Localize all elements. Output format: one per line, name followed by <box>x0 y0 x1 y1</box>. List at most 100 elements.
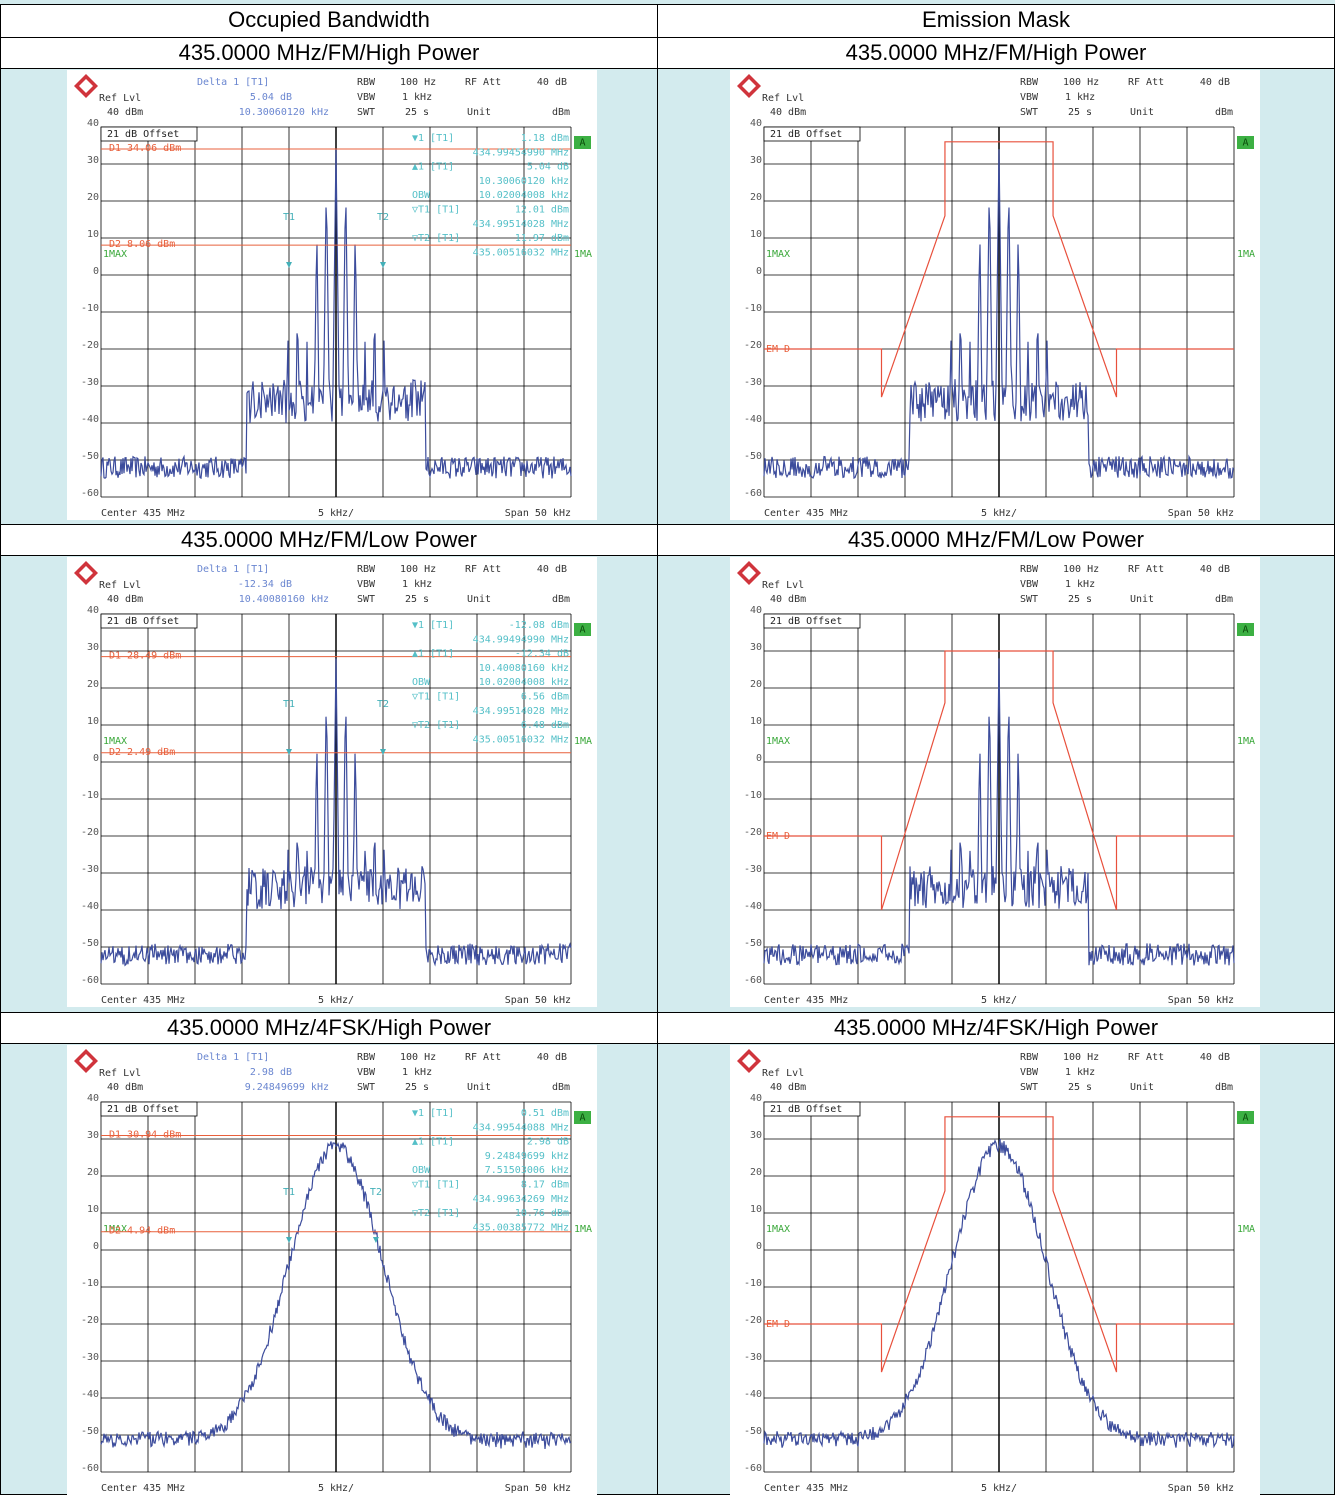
y-tick-label: -20 <box>744 1315 762 1326</box>
header-text: RBW <box>357 564 376 575</box>
y-tick-label: -10 <box>744 790 762 801</box>
header-text: SWT <box>1020 107 1038 118</box>
readout-value: 12.01 dBm <box>515 205 569 216</box>
header-text: 5.04 dB <box>250 92 292 103</box>
header-text: RBW <box>1020 77 1039 88</box>
header-text: Unit <box>1130 107 1154 118</box>
readout-label: OBW <box>412 190 431 201</box>
logo-mark <box>79 79 93 93</box>
header-text: 1 kHz <box>402 579 432 590</box>
y-tick-label: 10 <box>87 229 99 240</box>
y-tick-label: -50 <box>744 1426 762 1437</box>
caption: 435.0000 MHz/4FSK/High Power <box>657 1012 1335 1044</box>
offset-label: 21 dB Offset <box>770 129 842 140</box>
spectrum-plot: Ref Lvl 40 dBm Delta 1 [T1] 2.98 dB 9.248496… <box>67 1045 597 1495</box>
readout-value: 10.30060120 kHz <box>479 176 569 187</box>
y-tick-label: 10 <box>87 1204 99 1215</box>
header-text: RBW <box>1020 1052 1039 1063</box>
trace <box>763 149 1235 480</box>
logo-mark <box>79 566 93 580</box>
y-tick-label: -20 <box>81 340 99 351</box>
y-tick-label: -40 <box>81 414 99 425</box>
header-text: dBm <box>552 594 570 605</box>
y-tick-label: -10 <box>81 790 99 801</box>
readout-value: 10.02004008 kHz <box>479 677 569 688</box>
header-text: 40 dBm <box>770 1082 806 1093</box>
y-tick-label: -20 <box>81 827 99 838</box>
mask-line <box>764 1116 1234 1373</box>
badge: A <box>1242 138 1248 149</box>
header-text: 40 dB <box>537 77 567 88</box>
readout-label: ▽T1 [T1] <box>412 1180 460 1191</box>
header-text: Delta 1 [T1] <box>197 564 269 575</box>
offset-box <box>763 1101 861 1117</box>
y-tick-label: 30 <box>87 155 99 166</box>
readout-value: 5.04 dB <box>527 162 569 173</box>
readout-label: ▲1 [T1] <box>412 162 454 173</box>
image-cell: Ref Lvl 40 dBm RBW 100 Hz RF Att 40 dB VBW 1 kH… <box>657 68 1335 525</box>
readout-value: 434.99494990 MHz <box>473 634 569 645</box>
y-tick-label: 0 <box>756 266 762 277</box>
trace <box>100 658 572 967</box>
offset-label: 21 dB Offset <box>107 616 179 627</box>
limit-line-label: EM D <box>766 831 790 842</box>
badge: A <box>579 625 585 636</box>
y-tick-label: 30 <box>750 1130 762 1141</box>
y-tick-label: 30 <box>87 642 99 653</box>
footer-span: Span 50 kHz <box>505 995 571 1006</box>
badge-box <box>1237 623 1254 636</box>
header-text: Unit <box>467 107 491 118</box>
y-tick-label: -20 <box>744 827 762 838</box>
trace-label-right: 1MA <box>574 736 592 747</box>
trace-label-right: 1MA <box>574 249 592 260</box>
mask-line <box>764 141 1234 398</box>
y-tick-label: 0 <box>756 1241 762 1252</box>
readout-label: ▼1 [T1] <box>412 620 454 631</box>
header-text: 25 s <box>405 107 429 118</box>
background <box>67 557 597 1007</box>
offset-box <box>100 126 198 142</box>
y-tick-label: -30 <box>744 864 762 875</box>
background <box>730 1045 1260 1495</box>
header-text: 9.24849699 kHz <box>245 1082 329 1093</box>
readout-value: 434.99514028 MHz <box>473 706 569 717</box>
y-tick-label: -50 <box>744 451 762 462</box>
y-tick-label: 0 <box>756 753 762 764</box>
y-tick-label: -60 <box>744 975 762 986</box>
y-tick-label: -10 <box>744 303 762 314</box>
y-tick-label: 0 <box>93 753 99 764</box>
header-text: 1 kHz <box>1065 92 1095 103</box>
readout-label: ▲1 [T1] <box>412 1137 454 1148</box>
footer-div: 5 kHz/ <box>981 1483 1017 1494</box>
image-cell: Ref Lvl 40 dBm RBW 100 Hz RF Att 40 dB VBW 1 kH… <box>657 555 1335 1013</box>
readout-label: OBW <box>412 677 431 688</box>
header-text: 100 Hz <box>400 1052 436 1063</box>
y-tick-label: -10 <box>744 1278 762 1289</box>
marker <box>380 262 386 268</box>
header-text: 40 dB <box>1200 1052 1230 1063</box>
logo-mark <box>79 1054 93 1068</box>
badge: A <box>579 138 585 149</box>
footer-center: Center 435 MHz <box>101 995 185 1006</box>
readout-value: 435.00516032 MHz <box>473 734 569 745</box>
offset-label: 21 dB Offset <box>107 1104 179 1115</box>
image-cell: Ref Lvl 40 dBm Delta 1 [T1] 5.04 dB 10.30060… <box>0 68 658 525</box>
header-text: SWT <box>1020 1082 1038 1093</box>
header-text: Unit <box>1130 1082 1154 1093</box>
readout-value: 1.18 dBm <box>521 133 569 144</box>
header-text: 100 Hz <box>1063 77 1099 88</box>
offset-label: 21 dB Offset <box>107 129 179 140</box>
trace-label-right: 1MA <box>1237 1224 1255 1235</box>
header-text: Unit <box>1130 594 1154 605</box>
header-text: Ref Lvl <box>99 1068 141 1079</box>
header-text: 10.30060120 kHz <box>239 107 329 118</box>
y-tick-label: 40 <box>87 1093 99 1104</box>
header-text: RBW <box>1020 564 1039 575</box>
header-text: RF Att <box>1128 564 1164 575</box>
footer-span: Span 50 kHz <box>1168 1483 1234 1494</box>
y-tick-label: 10 <box>87 716 99 727</box>
header-text: dBm <box>1215 1082 1233 1093</box>
header-text: 1 kHz <box>402 1067 432 1078</box>
footer-div: 5 kHz/ <box>318 508 354 519</box>
footer-div: 5 kHz/ <box>318 1483 354 1494</box>
